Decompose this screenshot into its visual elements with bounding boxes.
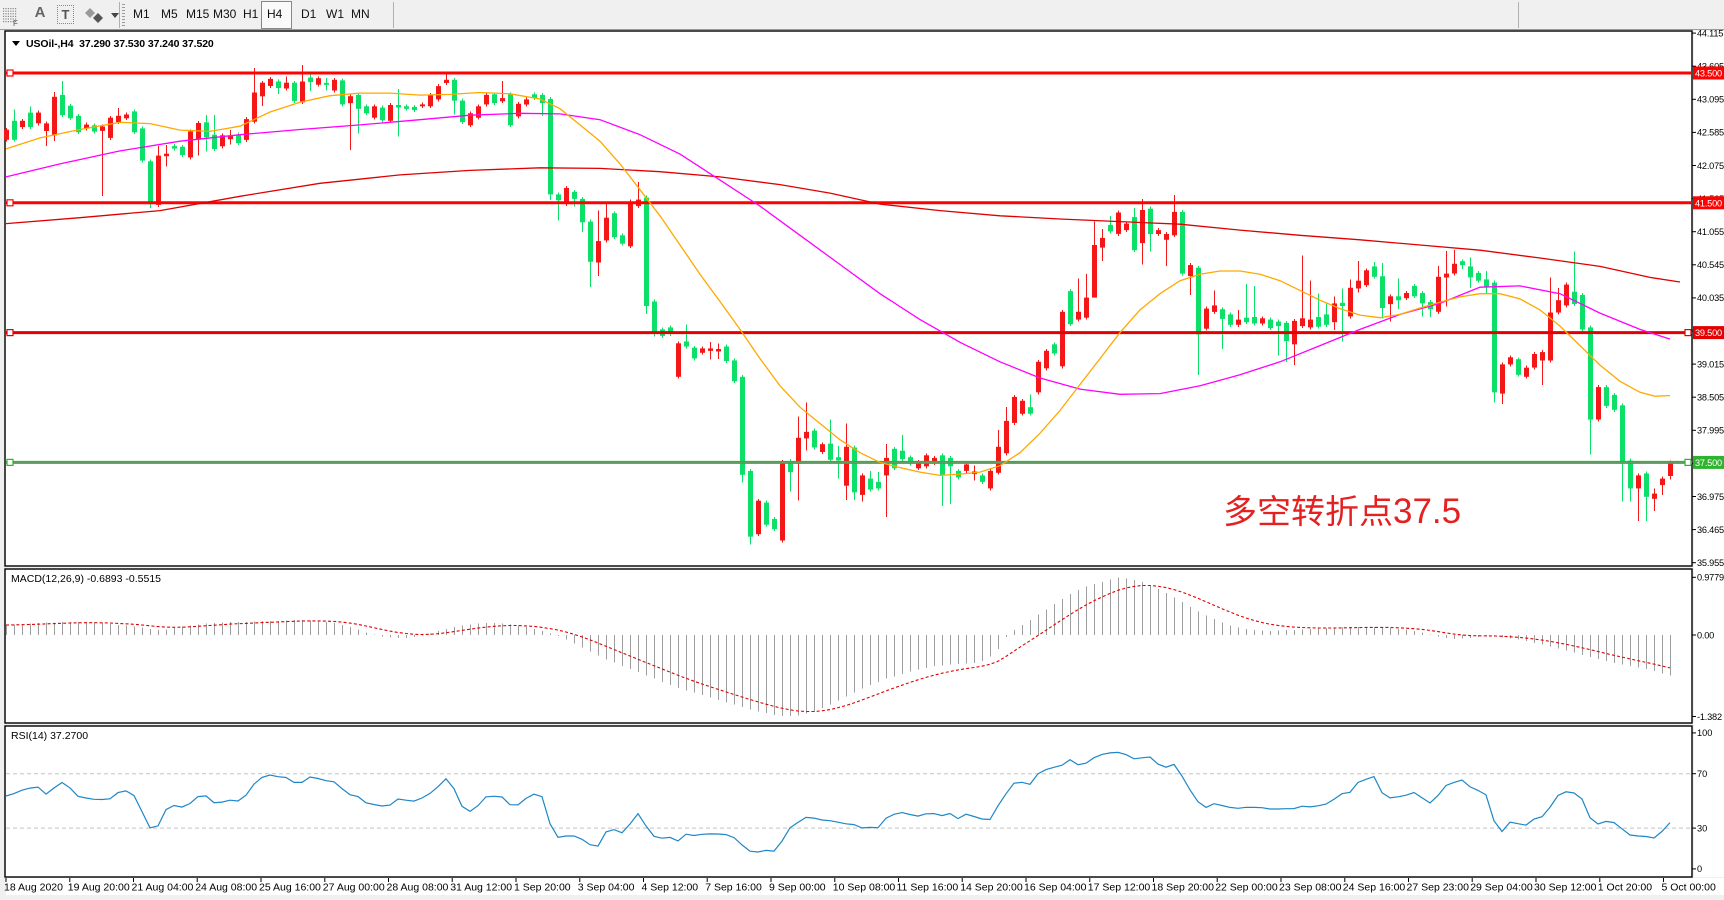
svg-text:16 Sep 04:00: 16 Sep 04:00 xyxy=(1024,882,1087,894)
svg-text:37.500: 37.500 xyxy=(1695,458,1722,468)
svg-text:38.505: 38.505 xyxy=(1697,393,1724,403)
svg-text:RSI(14) 37.2700: RSI(14) 37.2700 xyxy=(11,730,88,742)
svg-text:1 Sep 20:00: 1 Sep 20:00 xyxy=(514,882,571,894)
svg-text:37.5: 37.5 xyxy=(1393,492,1461,531)
svg-text:40.035: 40.035 xyxy=(1697,293,1724,303)
svg-text:1 Oct 20:00: 1 Oct 20:00 xyxy=(1598,882,1652,894)
svg-text:42.585: 42.585 xyxy=(1697,128,1724,138)
svg-text:10 Sep 08:00: 10 Sep 08:00 xyxy=(833,882,896,894)
svg-text:-1.382: -1.382 xyxy=(1697,712,1722,722)
svg-text:0: 0 xyxy=(1697,864,1702,874)
svg-text:4 Sep 12:00: 4 Sep 12:00 xyxy=(642,882,699,894)
svg-text:35.955: 35.955 xyxy=(1697,558,1724,568)
svg-text:100: 100 xyxy=(1697,728,1712,738)
svg-text:19 Aug 20:00: 19 Aug 20:00 xyxy=(68,882,130,894)
svg-text:44.115: 44.115 xyxy=(1697,28,1723,38)
svg-text:0.00: 0.00 xyxy=(1697,630,1714,640)
svg-text:23 Sep 08:00: 23 Sep 08:00 xyxy=(1279,882,1342,894)
svg-text:18 Sep 20:00: 18 Sep 20:00 xyxy=(1152,882,1215,894)
svg-text:14 Sep 20:00: 14 Sep 20:00 xyxy=(960,882,1023,894)
svg-text:MACD(12,26,9) -0.6893 -0.5515: MACD(12,26,9) -0.6893 -0.5515 xyxy=(11,573,161,585)
svg-text:0.9779: 0.9779 xyxy=(1697,573,1724,583)
svg-text:43.500: 43.500 xyxy=(1695,69,1722,79)
svg-text:F: F xyxy=(13,19,18,28)
svg-text:17 Sep 12:00: 17 Sep 12:00 xyxy=(1088,882,1151,894)
svg-text:28 Aug 08:00: 28 Aug 08:00 xyxy=(387,882,449,894)
svg-text:18 Aug 2020: 18 Aug 2020 xyxy=(4,882,63,894)
svg-text:24 Sep 16:00: 24 Sep 16:00 xyxy=(1343,882,1406,894)
svg-text:41.055: 41.055 xyxy=(1697,227,1724,237)
svg-text:24 Aug 08:00: 24 Aug 08:00 xyxy=(195,882,257,894)
svg-text:39.500: 39.500 xyxy=(1695,328,1722,338)
svg-text:29 Sep 04:00: 29 Sep 04:00 xyxy=(1470,882,1533,894)
svg-text:36.975: 36.975 xyxy=(1697,492,1724,502)
svg-text:27 Sep 23:00: 27 Sep 23:00 xyxy=(1407,882,1470,894)
svg-text:5 Oct 00:00: 5 Oct 00:00 xyxy=(1662,882,1716,894)
svg-text:9 Sep 00:00: 9 Sep 00:00 xyxy=(769,882,826,894)
svg-text:31 Aug 12:00: 31 Aug 12:00 xyxy=(450,882,512,894)
svg-text:25 Aug 16:00: 25 Aug 16:00 xyxy=(259,882,321,894)
svg-text:22 Sep 00:00: 22 Sep 00:00 xyxy=(1215,882,1278,894)
svg-text:USOil-,H4 37.290 37.530 37.24: USOil-,H4 37.290 37.530 37.240 37.520 xyxy=(26,38,214,50)
svg-text:37.995: 37.995 xyxy=(1697,426,1724,436)
svg-text:40.545: 40.545 xyxy=(1697,260,1724,270)
svg-text:30 Sep 12:00: 30 Sep 12:00 xyxy=(1534,882,1597,894)
svg-text:39.015: 39.015 xyxy=(1697,359,1724,369)
svg-text:70: 70 xyxy=(1697,769,1707,779)
svg-text:11 Sep 16:00: 11 Sep 16:00 xyxy=(897,882,959,894)
svg-text:42.075: 42.075 xyxy=(1697,161,1724,171)
svg-text:7 Sep 16:00: 7 Sep 16:00 xyxy=(705,882,762,894)
svg-text:41.500: 41.500 xyxy=(1695,198,1722,208)
svg-text:36.465: 36.465 xyxy=(1697,525,1724,535)
svg-text:43.095: 43.095 xyxy=(1697,95,1724,105)
svg-text:21 Aug 04:00: 21 Aug 04:00 xyxy=(132,882,194,894)
svg-text:27 Aug 00:00: 27 Aug 00:00 xyxy=(323,882,385,894)
svg-text:3 Sep 04:00: 3 Sep 04:00 xyxy=(578,882,635,894)
svg-text:30: 30 xyxy=(1697,823,1707,833)
